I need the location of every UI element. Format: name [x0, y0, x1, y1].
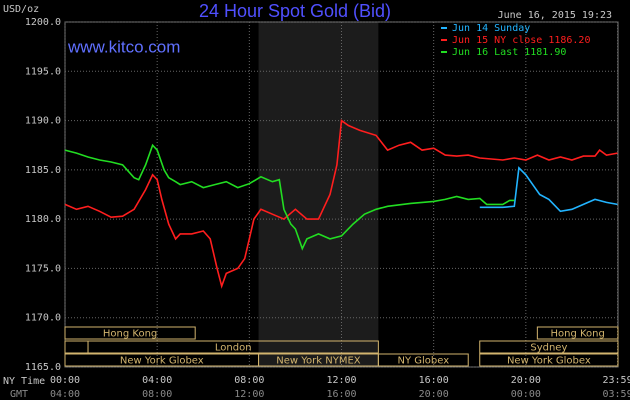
- x-tick-label: 12:00: [326, 375, 356, 386]
- x2-tick-label: 16:00: [326, 389, 356, 400]
- x-tick-label: 08:00: [234, 375, 264, 386]
- session-box: [87, 340, 379, 354]
- y-tick-label: 1195.0: [25, 66, 61, 77]
- session-box: [479, 340, 619, 354]
- session-label: New York Globex: [120, 356, 204, 367]
- x2-axis-label: GMT: [10, 389, 28, 400]
- series-line: [64, 143, 515, 251]
- x2-tick-label: 04:00: [50, 389, 80, 400]
- shaded-session: [258, 22, 379, 367]
- y-tick-label: 1200.0: [25, 17, 61, 28]
- x-tick-label: 00:00: [50, 375, 80, 386]
- x-tick-label: 04:00: [142, 375, 172, 386]
- shade-layer: [258, 22, 379, 367]
- y-tick-label: 1180.0: [25, 214, 61, 225]
- session-box: [377, 353, 469, 367]
- y-axis-label: USD/oz: [3, 4, 39, 15]
- series-line: [64, 119, 618, 289]
- session-label: London: [215, 343, 252, 354]
- legend-label: Jun 15 NY close 1186.20: [452, 35, 590, 46]
- x2-tick-label: 03:59: [602, 389, 630, 400]
- series-line: [479, 166, 618, 213]
- x-axis-label: NY Time: [3, 376, 45, 387]
- x-tick-label: 23:59: [602, 375, 630, 386]
- session-box: [64, 326, 196, 340]
- session-box: [64, 340, 89, 354]
- session-label: Hong Kong: [550, 329, 604, 340]
- session-label: Sydney: [530, 343, 567, 354]
- x2-tick-label: 20:00: [419, 389, 449, 400]
- legend-label: Jun 14 Sunday: [452, 23, 530, 34]
- x-tick-label: 20:00: [511, 375, 541, 386]
- y-tick-label: 1175.0: [25, 263, 61, 274]
- x2-tick-label: 00:00: [511, 389, 541, 400]
- session-label: Hong Kong: [103, 329, 157, 340]
- timestamp: June 16, 2015 19:23: [498, 10, 612, 21]
- session-box: [479, 353, 619, 367]
- site-label: www.kitco.com: [67, 37, 180, 56]
- y-tick-label: 1165.0: [25, 362, 61, 373]
- y-tick-label: 1185.0: [25, 165, 61, 176]
- x2-tick-label: 08:00: [142, 389, 172, 400]
- legend-label: Jun 16 Last 1181.90: [452, 47, 566, 58]
- session-box: [536, 326, 619, 340]
- session-label: NY Globex: [397, 356, 449, 367]
- chart-title: 24 Hour Spot Gold (Bid): [199, 1, 391, 21]
- y-tick-label: 1190.0: [25, 116, 61, 127]
- x-tick-label: 16:00: [419, 375, 449, 386]
- y-tick-label: 1170.0: [25, 313, 61, 324]
- x2-tick-label: 12:00: [234, 389, 264, 400]
- session-label: New York Globex: [507, 356, 591, 367]
- session-label: New York NYMEX: [276, 356, 361, 367]
